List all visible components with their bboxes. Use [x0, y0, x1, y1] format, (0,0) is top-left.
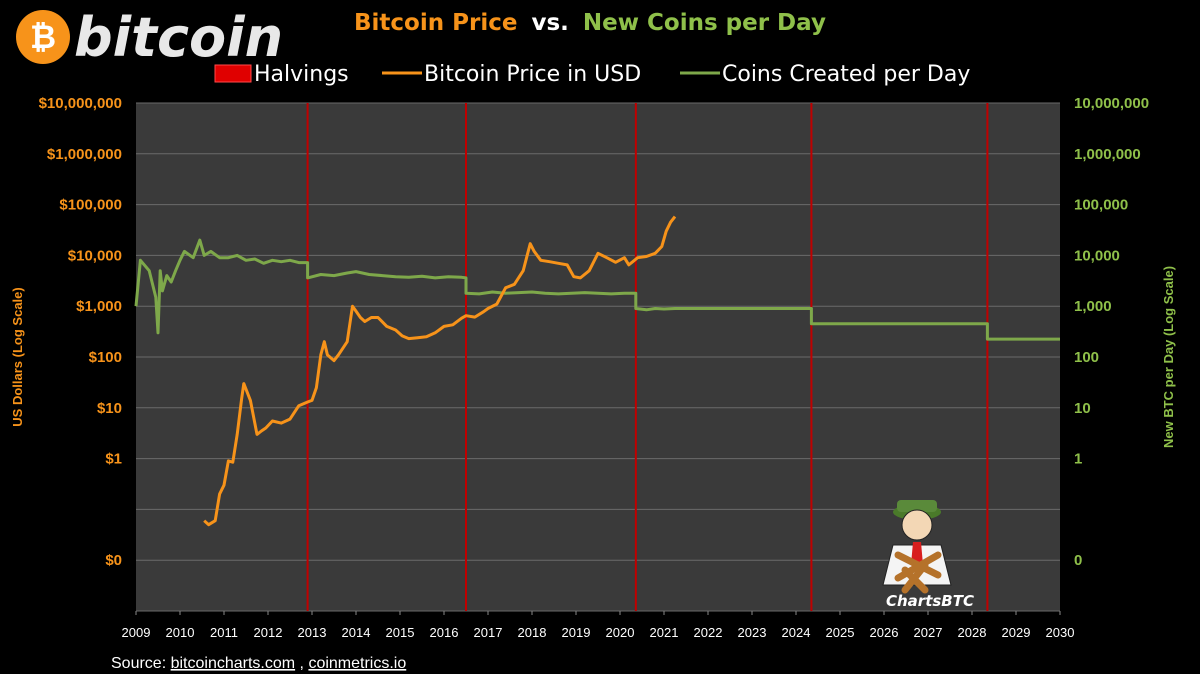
x-axis-ticks: 2009 2010 2011 2012 2013 2014 2015 2016 2017 2018…: [122, 611, 1075, 640]
series-lines: [134, 215, 1060, 527]
chartsbtc-watermark: ChartsBTC: [882, 500, 974, 610]
left-tick-label: $10,000,000: [39, 95, 122, 112]
left-tick-label: $1,000,000: [47, 146, 122, 163]
watermark-text: ChartsBTC: [886, 592, 974, 610]
left-tick-label: $100,000: [59, 197, 122, 214]
left-tick-label: $1,000: [76, 298, 122, 315]
title-part-coins: New Coins per Day: [583, 10, 826, 36]
halving-lines: [306, 103, 989, 611]
right-axis-ticks: 0 1 10 100 1,000 10,000 100,000 1,000,000 10,000…: [1074, 95, 1149, 569]
x-tick-label: 2017: [474, 625, 503, 640]
source-link-bitcoincharts[interactable]: bitcoincharts.com: [171, 655, 296, 672]
bitcoin-coin-icon: [16, 10, 70, 64]
mascot-icon: [882, 500, 952, 594]
bitcoin-wordmark: bitcoin: [74, 6, 283, 69]
left-tick-label: $0: [105, 552, 122, 569]
source-line: Source: bitcoincharts.com , coinmetrics.…: [111, 655, 406, 672]
source-link-coinmetrics[interactable]: coinmetrics.io: [308, 655, 406, 672]
x-tick-label: 2021: [650, 625, 679, 640]
x-tick-label: 2011: [210, 625, 238, 640]
source-separator: ,: [300, 655, 309, 672]
legend-halvings-label: Halvings: [254, 62, 349, 87]
right-tick-label: 1,000: [1074, 298, 1112, 315]
legend-price-label: Bitcoin Price in USD: [424, 62, 641, 87]
x-tick-label: 2012: [254, 625, 283, 640]
bitcoin-symbol: ₿: [30, 18, 56, 56]
x-tick-label: 2023: [738, 625, 767, 640]
chart-title: Bitcoin Price vs. New Coins per Day: [354, 10, 826, 36]
right-tick-label: 1,000,000: [1074, 146, 1141, 163]
price-line: [203, 215, 677, 527]
title-part-vs: vs.: [531, 10, 568, 36]
right-tick-label: 10,000,000: [1074, 95, 1149, 112]
x-tick-label: 2027: [914, 625, 943, 640]
legend-coins-label: Coins Created per Day: [722, 62, 970, 87]
x-tick-label: 2019: [562, 625, 591, 640]
x-tick-label: 2014: [342, 625, 371, 640]
legend: Halvings Bitcoin Price in USD Coins Crea…: [214, 62, 970, 87]
right-tick-label: 100,000: [1074, 197, 1128, 214]
x-tick-label: 2013: [298, 625, 327, 640]
left-tick-label: $10: [97, 400, 122, 417]
right-tick-label: 10: [1074, 400, 1091, 417]
x-tick-label: 2026: [870, 625, 899, 640]
gridlines: [136, 102, 1060, 612]
left-tick-label: $100: [89, 349, 122, 366]
left-axis-title: US Dollars (Log Scale): [10, 287, 25, 426]
x-tick-label: 2010: [166, 625, 195, 640]
x-tick-label: 2029: [1002, 625, 1031, 640]
right-tick-label: 10,000: [1074, 247, 1120, 264]
x-tick-label: 2015: [386, 625, 415, 640]
x-tick-label: 2022: [694, 625, 723, 640]
x-tick-label: 2018: [518, 625, 547, 640]
source-prefix: Source:: [111, 655, 171, 672]
bitcoin-logo: ₿ bitcoin: [16, 6, 283, 69]
left-tick-label: $10,000: [68, 247, 122, 264]
x-tick-label: 2030: [1046, 625, 1075, 640]
right-tick-label: 0: [1074, 552, 1082, 569]
coins-per-day-line: [134, 238, 1060, 341]
legend-halvings-swatch: [214, 64, 252, 83]
x-tick-label: 2009: [122, 625, 151, 640]
x-tick-label: 2028: [958, 625, 987, 640]
left-axis-ticks: $0 $1 $10 $100 $1,000 $10,000 $100,000 $1,000,0…: [39, 95, 122, 569]
x-tick-label: 2020: [606, 625, 635, 640]
title-part-price: Bitcoin Price: [354, 10, 517, 36]
right-axis-title: New BTC per Day (Log Scale): [1161, 266, 1176, 448]
x-tick-label: 2016: [430, 625, 459, 640]
right-tick-label: 100: [1074, 349, 1099, 366]
left-tick-label: $1: [105, 451, 122, 468]
right-tick-label: 1: [1074, 451, 1082, 468]
x-tick-label: 2025: [826, 625, 855, 640]
x-tick-label: 2024: [782, 625, 811, 640]
